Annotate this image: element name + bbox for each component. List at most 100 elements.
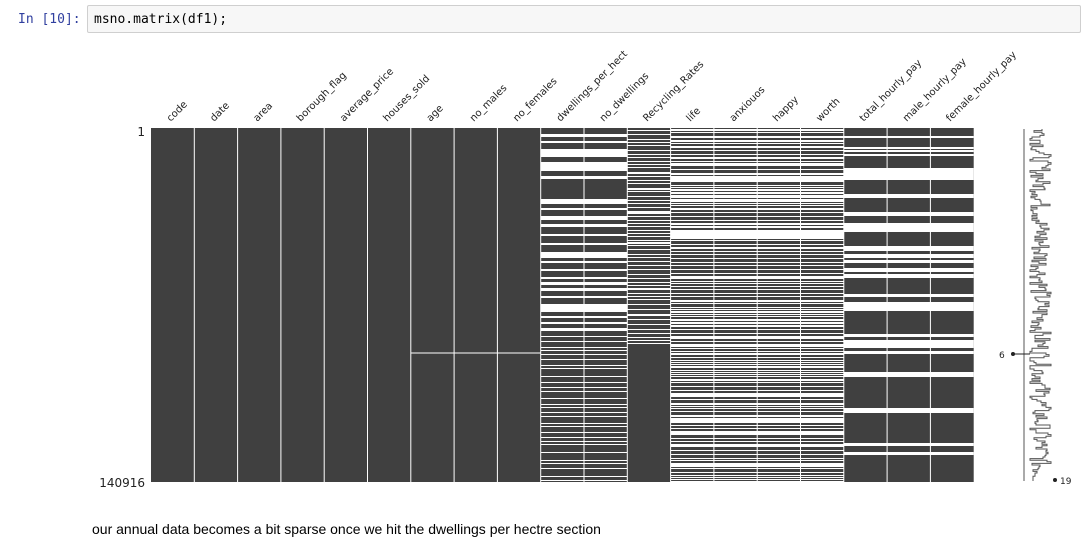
missing-gap — [843, 147, 974, 149]
missing-gap — [627, 288, 671, 290]
missing-gap — [627, 230, 671, 231]
sparkline-max-label: 19 — [1060, 477, 1072, 487]
output-area: code date area borough_flag average_price hou… — [0, 36, 1090, 506]
missing-gap — [627, 257, 671, 258]
missing-gap — [843, 268, 974, 272]
column-label-date: date — [208, 100, 232, 124]
missing-gap — [627, 183, 671, 184]
missing-gap — [843, 212, 974, 216]
missing-gap — [843, 334, 974, 337]
missing-gap — [627, 304, 671, 305]
missing-gap — [627, 285, 671, 286]
missing-gap — [627, 203, 671, 204]
missing-gap — [843, 452, 974, 455]
missing-gap — [627, 249, 671, 250]
column-label-age: age — [425, 103, 446, 124]
missing-gap — [627, 269, 671, 270]
input-prompt: In [10]: — [18, 12, 81, 27]
missing-gap — [627, 211, 671, 212]
missing-gap — [627, 200, 671, 201]
missing-gap — [627, 236, 671, 237]
column-label-code: code — [165, 99, 190, 124]
code-cell[interactable]: msno.matrix(df1); — [87, 5, 1081, 33]
missing-gap — [627, 261, 671, 262]
missing-gap — [627, 164, 671, 165]
column-label-no-females: no_females — [511, 76, 559, 124]
missing-gap — [627, 343, 671, 344]
missing-gap — [843, 194, 974, 198]
missing-gap — [627, 150, 671, 151]
missing-gap — [843, 340, 974, 348]
missing-gap — [627, 319, 671, 320]
row-label-bottom: 140916 — [99, 476, 145, 490]
missing-gap — [627, 333, 671, 334]
missing-gap — [627, 157, 671, 158]
missing-gap — [627, 172, 671, 174]
missing-gap — [843, 260, 974, 263]
missing-gap — [627, 191, 671, 192]
missing-gap — [627, 226, 671, 227]
column-label-area: area — [252, 101, 276, 125]
missing-gap — [627, 254, 671, 255]
missing-gap — [627, 180, 671, 181]
missing-gap — [627, 216, 671, 217]
missing-gap — [627, 145, 671, 146]
row-label-top: 1 — [137, 125, 145, 139]
sparkline — [1029, 129, 1052, 481]
missing-gap — [627, 296, 671, 297]
missing-gap — [843, 136, 974, 138]
missing-gap — [843, 294, 974, 297]
missing-gap — [627, 245, 671, 246]
missing-gap — [843, 372, 974, 377]
missing-gap — [627, 139, 671, 140]
missing-gap — [627, 274, 671, 275]
missing-gap — [843, 408, 974, 413]
missing-gap — [627, 233, 671, 234]
missing-gap — [627, 329, 671, 330]
missing-gap — [627, 196, 671, 197]
column-label-anxiouos: anxiouos — [728, 85, 768, 125]
sparkline-max-marker — [1053, 478, 1057, 482]
missing-gap — [627, 309, 671, 310]
sparkline-min-label: 6 — [999, 351, 1005, 361]
missing-gap — [627, 212, 671, 214]
missing-gap — [627, 337, 671, 338]
missing-gap — [627, 188, 671, 190]
column-label-dwellings-per-hect: dwellings_per_hect — [555, 49, 630, 124]
code-text[interactable]: msno.matrix(df1); — [94, 12, 228, 27]
missing-gap — [843, 443, 974, 446]
missing-gap — [843, 168, 974, 180]
missing-gap — [843, 154, 974, 156]
missing-gap — [627, 176, 671, 177]
missing-gap — [627, 220, 671, 221]
missing-gap — [627, 130, 671, 131]
markdown-text: our annual data becomes a bit sparse onc… — [92, 521, 601, 537]
missing-gap — [843, 274, 974, 278]
missing-gap — [627, 293, 671, 294]
missing-gap — [843, 150, 974, 152]
missing-gap — [843, 254, 974, 258]
missing-gap — [627, 161, 671, 162]
missing-gap — [627, 282, 671, 283]
missing-gap — [627, 314, 671, 316]
column-label-life: life — [685, 106, 704, 125]
column-label-no-males: no_males — [468, 83, 509, 124]
missing-gap — [843, 302, 974, 311]
missing-gap — [627, 242, 671, 244]
missing-gap — [627, 240, 671, 241]
missing-gap — [627, 278, 671, 279]
missing-gap — [627, 265, 671, 266]
missing-gap — [627, 167, 671, 168]
missing-gap — [627, 223, 671, 224]
missing-gap — [627, 324, 671, 325]
missing-gap — [843, 246, 974, 251]
missing-gap — [627, 340, 671, 341]
missing-gap — [627, 142, 671, 143]
missing-gap — [843, 351, 974, 354]
missing-gap — [843, 223, 974, 232]
missing-gap — [627, 154, 671, 155]
column-label-happy: happy — [771, 94, 801, 124]
missingno-matrix-chart: code date area borough_flagaverage_pricehou… — [99, 49, 1072, 490]
column-label-worth: worth — [814, 96, 842, 124]
missing-gap — [627, 299, 671, 300]
